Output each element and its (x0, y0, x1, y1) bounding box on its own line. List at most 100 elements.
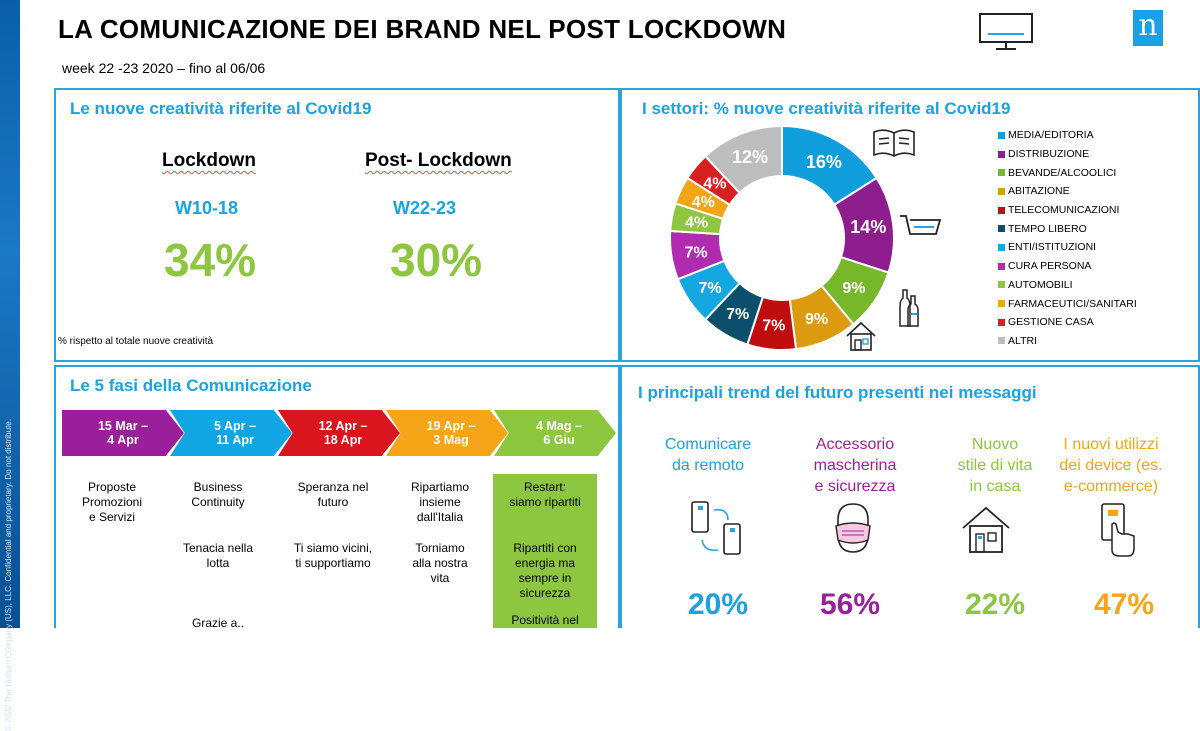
phase-4-text-2: Torniamo alla nostra vita (412, 541, 468, 585)
legend-label: DISTRIBUZIONE (1008, 148, 1090, 161)
legend-swatch (998, 318, 1005, 326)
donut-label-11: 4% (703, 176, 726, 193)
brand-logo: n (1133, 10, 1163, 46)
sectors-panel-title: I settori: % nuove creatività riferite a… (642, 99, 1011, 118)
legend-label: ABITAZIONE (1008, 185, 1070, 198)
legend-item-9: AUTOMOBILI (998, 276, 1137, 295)
phase-2-label: 5 Apr – 11 Apr (214, 419, 256, 447)
donut-label-12: 12% (732, 147, 768, 167)
trend-1-value: 20% (687, 588, 749, 621)
phase-2-chevron: 5 Apr – 11 Apr (170, 410, 292, 456)
trend-4-label: I nuovi utilizzi dei device (es. e-comme… (1059, 436, 1163, 495)
trends-panel-title: I principali trend del futuro presenti n… (638, 383, 1037, 402)
trend-3-label: Nuovo stile di vita in casa (957, 436, 1033, 495)
legend-label: ALTRI (1008, 334, 1037, 347)
legend-item-2: DISTRIBUZIONE (998, 145, 1137, 164)
legend-label: FARMACEUTICI/SANITARI (1008, 297, 1137, 310)
trend-2-label: Accessorio mascherina e sicurezza (813, 436, 897, 495)
phase-1-label: 15 Mar – 4 Apr (97, 419, 149, 447)
remote-phones-icon (691, 501, 741, 555)
legend-label: BEVANDE/ALCOOLICI (1008, 166, 1117, 179)
donut-label-6: 7% (726, 306, 749, 323)
phase-2-text-2: Tenacia nella lotta (182, 541, 254, 570)
page-title: LA COMUNICAZIONE DEI BRAND NEL POST LOCK… (58, 14, 787, 44)
covid-creatives-panel (54, 88, 620, 362)
donut-label-10: 4% (692, 194, 715, 211)
phase-2-text-1: Business Continuity (191, 480, 245, 509)
legend-label: TELECOMUNICAZIONI (1008, 204, 1120, 217)
phase-3-text-2: Ti siamo vicini, ti supportiamo (293, 541, 373, 570)
legend-item-11: GESTIONE CASA (998, 313, 1137, 332)
legend-label: ENTI/ISTITUZIONI (1008, 241, 1097, 254)
legend-item-3: BEVANDE/ALCOOLICI (998, 163, 1137, 182)
legend-label: AUTOMOBILI (1008, 278, 1073, 291)
post-lockdown-label: Post- Lockdown (365, 150, 512, 171)
donut-label-9: 4% (685, 215, 708, 232)
home-icon (846, 321, 876, 351)
phase-3-label: 12 Apr – 18 Apr (318, 419, 368, 447)
donut-label-3: 9% (842, 280, 865, 297)
donut-label-8: 7% (685, 245, 708, 262)
restart-highlight-column (493, 474, 597, 628)
phase-1-text-1: Proposte Promozioni e Servizi (81, 480, 143, 524)
sectors-legend: MEDIA/EDITORIA DISTRIBUZIONE BEVANDE/ALCOO… (998, 126, 1137, 350)
page-subtitle: week 22 -23 2020 – fino al 06/06 (62, 60, 266, 76)
legend-item-12: ALTRI (998, 332, 1137, 351)
left-sidebar-band: © 2020 The Nielsen Company (US), LLC. Co… (0, 0, 20, 731)
trend-1-label: Comunicare da remoto (664, 436, 752, 474)
legend-swatch (998, 337, 1005, 345)
legend-swatch (998, 169, 1005, 177)
legend-swatch (998, 262, 1005, 270)
hand-phone-icon (1101, 503, 1135, 557)
phases-panel (54, 365, 620, 628)
phases-panel-title: Le 5 fasi della Comunicazione (70, 376, 312, 395)
donut-label-2: 14% (850, 217, 886, 237)
phase-4-label: 19 Apr – 3 Mag (426, 419, 476, 447)
legend-item-4: ABITAZIONE (998, 182, 1137, 201)
legend-item-6: TEMPO LIBERO (998, 219, 1137, 238)
legend-swatch (998, 225, 1005, 233)
donut-label-4: 9% (805, 311, 828, 328)
lockdown-label: Lockdown (162, 150, 256, 171)
phase-1-chevron: 15 Mar – 4 Apr (62, 410, 184, 456)
lockdown-value: 34% (164, 234, 257, 286)
trend-3-value: 22% (964, 588, 1026, 621)
sectors-panel (620, 88, 1200, 362)
donut-slice-12 (703, 124, 783, 195)
phase-5-chevron: 4 Mag – 6 Giu (494, 410, 616, 456)
copyright-text: © 2020 The Nielsen Company (US), LLC. Co… (4, 419, 13, 731)
mask-face-icon (835, 503, 871, 553)
legend-item-8: CURA PERSONA (998, 257, 1137, 276)
legend-item-5: TELECOMUNICAZIONI (998, 201, 1137, 220)
legend-label: CURA PERSONA (1008, 260, 1092, 273)
legend-swatch (998, 187, 1005, 195)
bottles-icon (899, 289, 919, 327)
monitor-icon (979, 13, 1033, 50)
donut-label-1: 16% (806, 152, 842, 172)
phase-4-chevron: 19 Apr – 3 Mag (386, 410, 508, 456)
phase-3-text-1: Speranza nel futuro (297, 480, 369, 509)
legend-swatch (998, 131, 1005, 139)
covid-panel-title: Le nuove creatività riferite al Covid19 (70, 99, 372, 118)
sectors-donut-chart: 16%14%9%9%7%7%7%7%4%4%4%12% (669, 124, 895, 351)
shopping-cart-icon (900, 215, 942, 235)
donut-label-5: 7% (762, 318, 785, 335)
open-book-icon (873, 129, 915, 157)
phase-5-text-1: Restart: siamo ripartiti (509, 480, 581, 509)
legend-swatch (998, 206, 1005, 214)
trends-panel (620, 365, 1200, 628)
legend-label: TEMPO LIBERO (1008, 222, 1087, 235)
legend-item-7: ENTI/ISTITUZIONI (998, 238, 1137, 257)
legend-item-1: MEDIA/EDITORIA (998, 126, 1137, 145)
trend-2-value: 56% (819, 588, 881, 621)
donut-label-7: 7% (698, 280, 721, 297)
legend-swatch (998, 243, 1005, 251)
phase-5-label: 4 Mag – 6 Giu (536, 419, 582, 447)
phase-2-text-3: Grazie a.. (191, 616, 245, 630)
trend-4-value: 47% (1093, 588, 1155, 621)
post-lockdown-week: W22-23 (393, 198, 457, 218)
phase-3-chevron: 12 Apr – 18 Apr (278, 410, 400, 456)
legend-swatch (998, 300, 1005, 308)
phase-5-text-3: Positività nel (511, 613, 579, 627)
covid-panel-note: % rispetto al totale nuove creatività (58, 336, 214, 347)
